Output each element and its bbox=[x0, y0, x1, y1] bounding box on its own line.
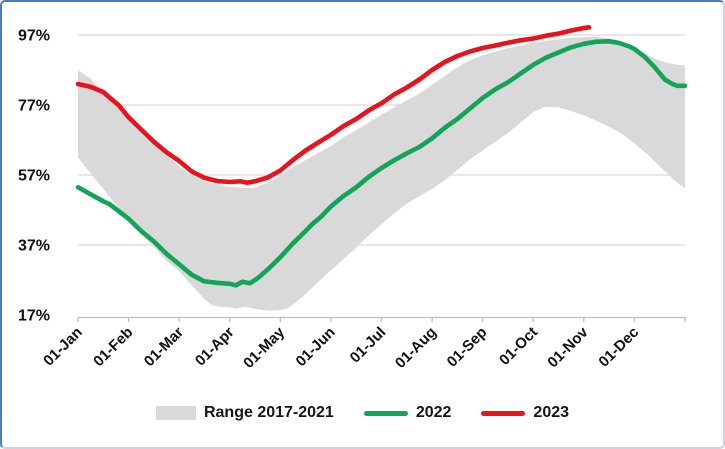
x-axis-tick-label: 01-Sep bbox=[444, 324, 491, 371]
chart-legend: Range 2017-2021 2022 2023 bbox=[2, 404, 723, 422]
x-axis-tick-label: 01-Nov bbox=[544, 323, 592, 371]
x-axis-tick-label: 01-Jun bbox=[293, 324, 339, 370]
x-axis-tick-label: 01-Jul bbox=[347, 324, 390, 367]
x-axis-tick-label: 01-May bbox=[240, 323, 288, 371]
legend-swatch-range bbox=[155, 406, 196, 420]
series-line-2022 bbox=[75, 39, 688, 288]
legend-item-2023: 2023 bbox=[481, 404, 569, 422]
legend-label-range: Range 2017-2021 bbox=[203, 404, 334, 421]
legend-swatch-2022 bbox=[363, 410, 408, 416]
legend-label-2022: 2022 bbox=[415, 404, 452, 421]
y-axis-tick-label: 57% bbox=[18, 168, 50, 185]
legend-swatch-2023 bbox=[481, 410, 526, 416]
x-axis-tick-label: 01-Feb bbox=[90, 324, 136, 370]
y-axis-tick-label: 77% bbox=[18, 98, 50, 115]
x-axis-tick-label: 01-Dec bbox=[595, 324, 642, 371]
x-axis-tick-label: 01-Apr bbox=[192, 324, 238, 370]
x-axis-tick-label: 01-Jan bbox=[40, 324, 86, 370]
band-range-2017-2021 bbox=[78, 37, 685, 311]
y-axis-tick-label: 17% bbox=[18, 308, 50, 325]
x-axis-tick-label: 01-Oct bbox=[496, 324, 541, 369]
x-axis-tick-label: 01-Aug bbox=[392, 324, 440, 372]
x-axis-tick-label: 01-Mar bbox=[141, 324, 187, 370]
chart-canvas: 97%77%57%37%17%01-Jan 01-Feb 01-Mar 01-Apr 0… bbox=[18, 25, 688, 372]
y-axis-tick-label: 97% bbox=[18, 28, 50, 45]
legend-label-2023: 2023 bbox=[533, 404, 570, 421]
legend-item-2022: 2022 bbox=[363, 404, 452, 422]
legend-item-range: Range 2017-2021 bbox=[155, 404, 334, 422]
y-axis-tick-label: 37% bbox=[18, 238, 50, 255]
series-line-2023 bbox=[75, 25, 592, 185]
